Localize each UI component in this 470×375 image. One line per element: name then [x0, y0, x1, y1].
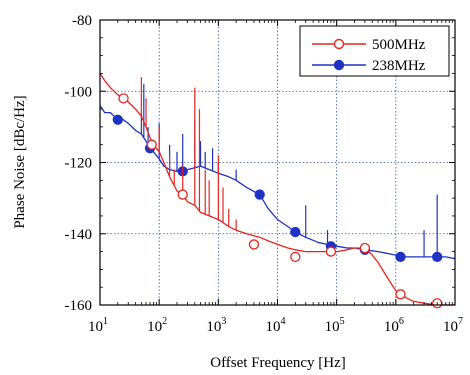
marker-500mhz	[359, 242, 371, 254]
x-tick-labels: 101 102 103 104 105 106 107	[88, 316, 463, 335]
y-tick-labels: -80 -100 -120 -140 -160	[65, 13, 93, 314]
marker-500mhz	[118, 93, 129, 104]
marker-500mhz	[325, 246, 337, 257]
axis-ticks	[99, 19, 456, 306]
series-layer	[99, 73, 456, 309]
marker-500mhz	[146, 139, 157, 150]
y-tick-label: -80	[72, 13, 92, 29]
marker-500mhz	[177, 189, 188, 200]
x-tick-label: 107	[443, 316, 463, 335]
marker-238mhz	[112, 114, 123, 125]
marker-238mhz	[290, 226, 301, 238]
x-tick-label: 101	[88, 316, 108, 335]
legend: 500MHz 238MHz	[299, 25, 450, 77]
marker-500mhz	[290, 251, 301, 263]
y-tick-label: -160	[65, 298, 93, 314]
legend-marker-238mhz	[333, 59, 345, 71]
marker-500mhz	[395, 289, 406, 300]
marker-500mhz	[248, 239, 260, 250]
x-tick-label: 102	[147, 316, 167, 335]
x-tick-label: 106	[384, 316, 404, 335]
series-500mhz	[99, 73, 455, 309]
y-tick-label: -140	[65, 227, 93, 243]
legend-label-238mhz: 238MHz	[372, 58, 426, 74]
y-tick-label: -100	[65, 84, 93, 100]
marker-238mhz	[432, 251, 443, 263]
y-tick-label: -120	[65, 156, 93, 172]
marker-238mhz	[254, 189, 265, 200]
series-line-500mhz	[99, 73, 455, 306]
y-axis-title: Phase Noise [dBc/Hz]	[12, 95, 28, 228]
x-tick-label: 104	[266, 316, 286, 335]
marker-238mhz	[395, 251, 406, 263]
legend-label-500mhz: 500MHz	[372, 37, 426, 53]
x-tick-label: 105	[325, 316, 345, 335]
legend-box	[299, 25, 450, 77]
legend-marker-500mhz	[333, 38, 345, 50]
x-axis-title: Offset Frequency [Hz]	[210, 355, 346, 371]
x-tick-label: 103	[206, 316, 226, 335]
